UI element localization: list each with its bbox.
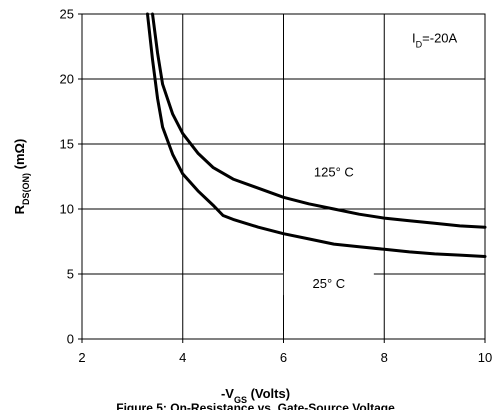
x-tick-label: 8 (381, 350, 388, 365)
series-label-125c: 125° C (314, 164, 354, 179)
y-tick-label: 15 (60, 137, 74, 152)
x-tick-label: 10 (478, 350, 492, 365)
y-tick-label: 5 (67, 267, 74, 282)
y-axis-label: RDS(ON) (mΩ) (12, 139, 31, 215)
x-tick-label: 2 (78, 350, 85, 365)
grid-lines (82, 14, 485, 339)
y-tick-label: 0 (67, 332, 74, 347)
y-tick-label: 10 (60, 202, 74, 217)
figure-caption: Figure 5: On-Resistance vs. Gate-Source … (116, 401, 395, 410)
x-tick-label: 6 (280, 350, 287, 365)
series-label-25c: 25° C (313, 276, 346, 291)
x-axis-label: -VGS (Volts) (221, 386, 290, 405)
label-25c-background (283, 271, 374, 296)
y-tick-label: 20 (60, 72, 74, 87)
label-125c-background (288, 159, 379, 184)
series-line-125C (151, 12, 487, 229)
x-tick-label: 4 (179, 350, 186, 365)
drain-current-annotation: ID=-20A (412, 31, 458, 50)
series-line-25C (145, 12, 487, 258)
tick-labels: 0 5 10 15 20 25 2 4 6 8 10 (60, 7, 493, 366)
data-series (145, 12, 487, 258)
y-tick-label: 25 (60, 7, 74, 22)
